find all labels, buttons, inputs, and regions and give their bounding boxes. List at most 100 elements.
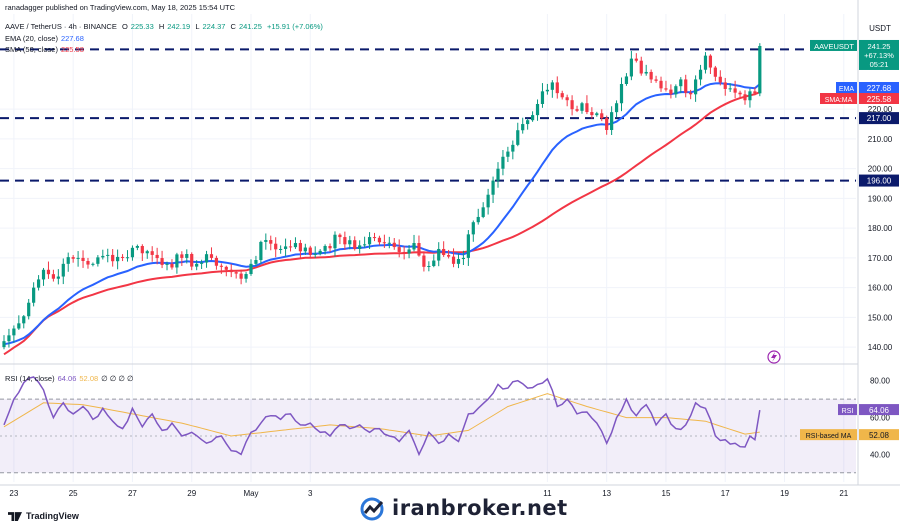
time-tick-label: 15 [662, 489, 671, 498]
rsi-ma-value-tag-text: 52.08 [869, 431, 890, 440]
candle-body [535, 103, 540, 116]
candle-body [585, 103, 589, 113]
candle-body [713, 67, 717, 77]
candle-body [298, 243, 302, 252]
candle-body [46, 269, 51, 275]
rsi-ma-name-tag [800, 429, 857, 441]
ema-price-tag-text: 227.68 [867, 84, 892, 93]
candle-body [239, 273, 243, 279]
candle-body [254, 260, 258, 264]
candle-body [718, 76, 722, 83]
candle-body [466, 234, 470, 258]
candle-body [229, 269, 233, 273]
candle-body [723, 82, 727, 89]
candle-body [565, 97, 569, 101]
candle-body [170, 263, 174, 268]
price-tick-label: 170.00 [868, 254, 893, 263]
sma-name-tag [820, 93, 857, 104]
candle-body [71, 257, 75, 259]
sma-legend[interactable]: SMA (50, close) 225.58 [5, 45, 87, 54]
candle-body [629, 58, 633, 77]
price-tick-label: 160.00 [868, 284, 893, 293]
candle-body [56, 276, 60, 279]
time-axis-bg [0, 486, 900, 528]
low-value: 224.37 [202, 22, 226, 31]
watermark-text: iranbroker.net [392, 496, 568, 520]
price-tick-label: 140.00 [868, 343, 893, 352]
time-tick-label: 11 [543, 489, 552, 498]
rsi-lines [3, 376, 761, 457]
rsi-legend-value: 64.06 [57, 374, 77, 383]
candle-body [600, 113, 604, 119]
candle-body [486, 194, 490, 208]
candle-body [224, 266, 228, 270]
candle-body [417, 243, 421, 256]
candle-body [392, 242, 396, 248]
candles [2, 43, 762, 350]
symbol-tag [810, 39, 857, 51]
ema-name-tag-text: EMA [839, 86, 855, 93]
tradingview-logo[interactable]: TradingView [8, 511, 79, 522]
candle-body [61, 263, 65, 277]
candle-body [22, 316, 26, 324]
candle-body [116, 256, 120, 262]
ema-legend[interactable]: EMA (20, close) 227.68 [5, 34, 87, 43]
current-price-tag [859, 39, 899, 70]
candle-body [684, 79, 688, 93]
candle-body [496, 168, 500, 181]
current-price-tag-text: 05:21 [870, 60, 889, 69]
rsi-tick-label: 80.00 [870, 377, 891, 386]
candle-body [555, 82, 559, 94]
price-tick-label: 180.00 [868, 224, 893, 233]
currency-label: USDT [869, 24, 891, 33]
candle-body [437, 248, 441, 261]
candle-body [274, 243, 278, 250]
axis-labels: USDT 140.00 150.00 160.00 170.00 180.00 190.00… [9, 24, 899, 498]
ema-price-tag [859, 82, 899, 93]
time-tick-label: 19 [780, 489, 789, 498]
candle-body [451, 256, 456, 264]
rsi-ma-name-tag-text: RSI-based MA [806, 433, 852, 440]
candle-body [308, 247, 312, 255]
candle-body [51, 274, 55, 279]
candle-body [96, 257, 100, 264]
candle-body [264, 240, 268, 242]
candle-body [407, 249, 411, 254]
current-price-tag-text: 241.25 [868, 42, 891, 51]
watermark-icon [360, 497, 384, 521]
close-label: C [230, 22, 236, 31]
rsi-legend[interactable]: RSI (14, close) 64.06 52.08 ∅ ∅ ∅ ∅ [5, 374, 137, 383]
candle-body [694, 79, 698, 95]
candle-body [703, 55, 708, 70]
candle-body [698, 69, 703, 80]
candle-body [195, 263, 199, 267]
candle-body [323, 246, 327, 251]
candle-body [644, 71, 648, 74]
price-tick-label: 190.00 [868, 194, 893, 203]
symbol-tag-text: AAVEUSDT [814, 42, 854, 51]
price-axis-bg [858, 0, 900, 528]
candle-body [481, 207, 485, 217]
candle-body [560, 93, 564, 98]
candle-body [664, 88, 668, 90]
current-price-tag-text: +67.13% [864, 51, 894, 60]
candle-body [358, 245, 362, 249]
lightning-icon-bolt [771, 352, 777, 362]
high-value: 242.19 [167, 22, 191, 31]
symbol-name[interactable]: AAVE / TetherUS · 4h · BINANCE [5, 22, 117, 31]
candle-body [595, 113, 599, 116]
rsi-ma-value-tag [859, 429, 899, 441]
price-grid [0, 14, 856, 482]
time-tick-label: May [243, 489, 258, 498]
candle-body [86, 260, 90, 265]
candle-body [753, 91, 757, 94]
candle-body [689, 92, 693, 95]
candle-body [501, 156, 505, 169]
candle-body [180, 254, 184, 258]
tradingview-logo-text: TradingView [26, 511, 79, 521]
rsi-legend-extra: ∅ ∅ ∅ ∅ [101, 374, 134, 383]
high-label: H [158, 22, 165, 31]
candle-body [101, 255, 105, 258]
ema-name-tag [836, 82, 857, 93]
